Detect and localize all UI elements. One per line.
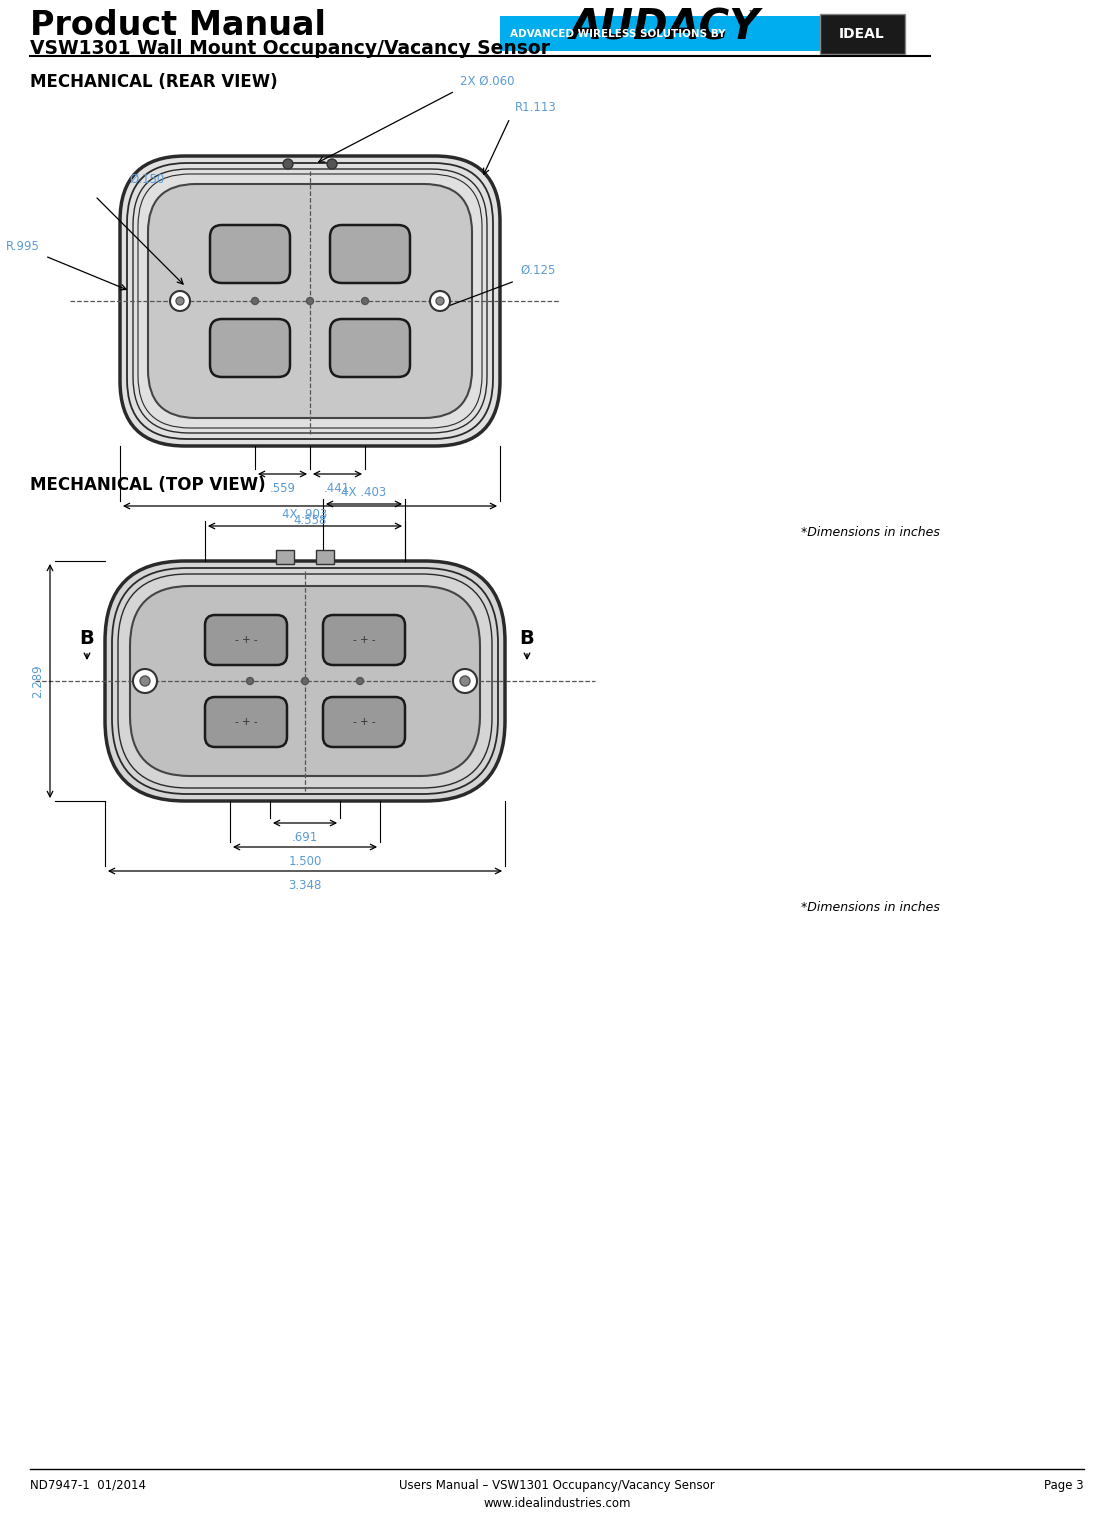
Text: 4X .403: 4X .403 <box>341 485 387 499</box>
FancyBboxPatch shape <box>148 184 472 418</box>
Circle shape <box>133 669 157 694</box>
Text: 3.348: 3.348 <box>289 879 322 893</box>
Circle shape <box>328 159 338 168</box>
Text: MECHANICAL (TOP VIEW): MECHANICAL (TOP VIEW) <box>30 476 265 495</box>
Circle shape <box>362 297 369 305</box>
Text: B: B <box>519 629 535 649</box>
Circle shape <box>140 677 150 686</box>
Text: Product Manual: Product Manual <box>30 9 326 41</box>
Circle shape <box>436 297 444 305</box>
Text: - + -: - + - <box>353 635 375 645</box>
Text: www.idealindustries.com: www.idealindustries.com <box>483 1497 631 1510</box>
Circle shape <box>453 669 477 694</box>
Text: - + -: - + - <box>353 717 375 727</box>
Circle shape <box>176 297 184 305</box>
FancyBboxPatch shape <box>323 697 405 747</box>
Text: B: B <box>79 629 95 649</box>
Circle shape <box>302 678 309 684</box>
FancyBboxPatch shape <box>330 318 410 377</box>
Circle shape <box>283 159 293 168</box>
Text: 4X .903: 4X .903 <box>282 508 328 521</box>
Circle shape <box>246 678 254 684</box>
Circle shape <box>252 297 258 305</box>
Text: .559: .559 <box>270 482 296 495</box>
Text: Users Manual – VSW1301 Occupancy/Vacancy Sensor: Users Manual – VSW1301 Occupancy/Vacancy… <box>399 1479 715 1493</box>
Text: 2X Ø.060: 2X Ø.060 <box>460 75 515 87</box>
Text: R1.113: R1.113 <box>515 101 557 113</box>
Text: MECHANICAL (REAR VIEW): MECHANICAL (REAR VIEW) <box>30 73 277 90</box>
Text: 2.289: 2.289 <box>31 664 43 698</box>
Circle shape <box>170 291 190 311</box>
Text: - + -: - + - <box>235 717 257 727</box>
Text: *Dimensions in inches: *Dimensions in inches <box>801 902 940 914</box>
FancyBboxPatch shape <box>500 15 820 51</box>
FancyBboxPatch shape <box>120 156 500 446</box>
FancyBboxPatch shape <box>205 697 287 747</box>
Text: Ø.150: Ø.150 <box>129 173 165 185</box>
FancyBboxPatch shape <box>323 615 405 664</box>
FancyBboxPatch shape <box>130 586 480 776</box>
Text: 1.500: 1.500 <box>289 854 322 868</box>
Circle shape <box>430 291 450 311</box>
FancyBboxPatch shape <box>330 225 410 283</box>
Text: *Dimensions in inches: *Dimensions in inches <box>801 527 940 539</box>
Text: .691: .691 <box>292 831 319 844</box>
Text: ND7947-1  01/2014: ND7947-1 01/2014 <box>30 1479 146 1493</box>
Bar <box>276 550 294 563</box>
Text: VSW1301 Wall Mount Occupancy/Vacancy Sensor: VSW1301 Wall Mount Occupancy/Vacancy Sen… <box>30 38 550 58</box>
Bar <box>316 550 334 563</box>
Circle shape <box>356 678 363 684</box>
Text: 4.558: 4.558 <box>293 514 326 527</box>
FancyBboxPatch shape <box>205 615 287 664</box>
Circle shape <box>460 677 470 686</box>
FancyBboxPatch shape <box>105 560 505 801</box>
FancyBboxPatch shape <box>211 318 290 377</box>
FancyBboxPatch shape <box>820 14 905 54</box>
Text: AUDACY: AUDACY <box>570 6 760 47</box>
Text: .441: .441 <box>324 482 350 495</box>
Text: R.995: R.995 <box>6 240 40 253</box>
Text: ™: ™ <box>747 8 758 18</box>
Text: Page 3: Page 3 <box>1045 1479 1084 1493</box>
Text: IDEAL: IDEAL <box>839 28 885 41</box>
Text: ADVANCED WIRELESS SOLUTIONS BY: ADVANCED WIRELESS SOLUTIONS BY <box>510 29 725 38</box>
Text: - + -: - + - <box>235 635 257 645</box>
FancyBboxPatch shape <box>211 225 290 283</box>
Circle shape <box>306 297 313 305</box>
Text: Ø.125: Ø.125 <box>520 263 556 277</box>
